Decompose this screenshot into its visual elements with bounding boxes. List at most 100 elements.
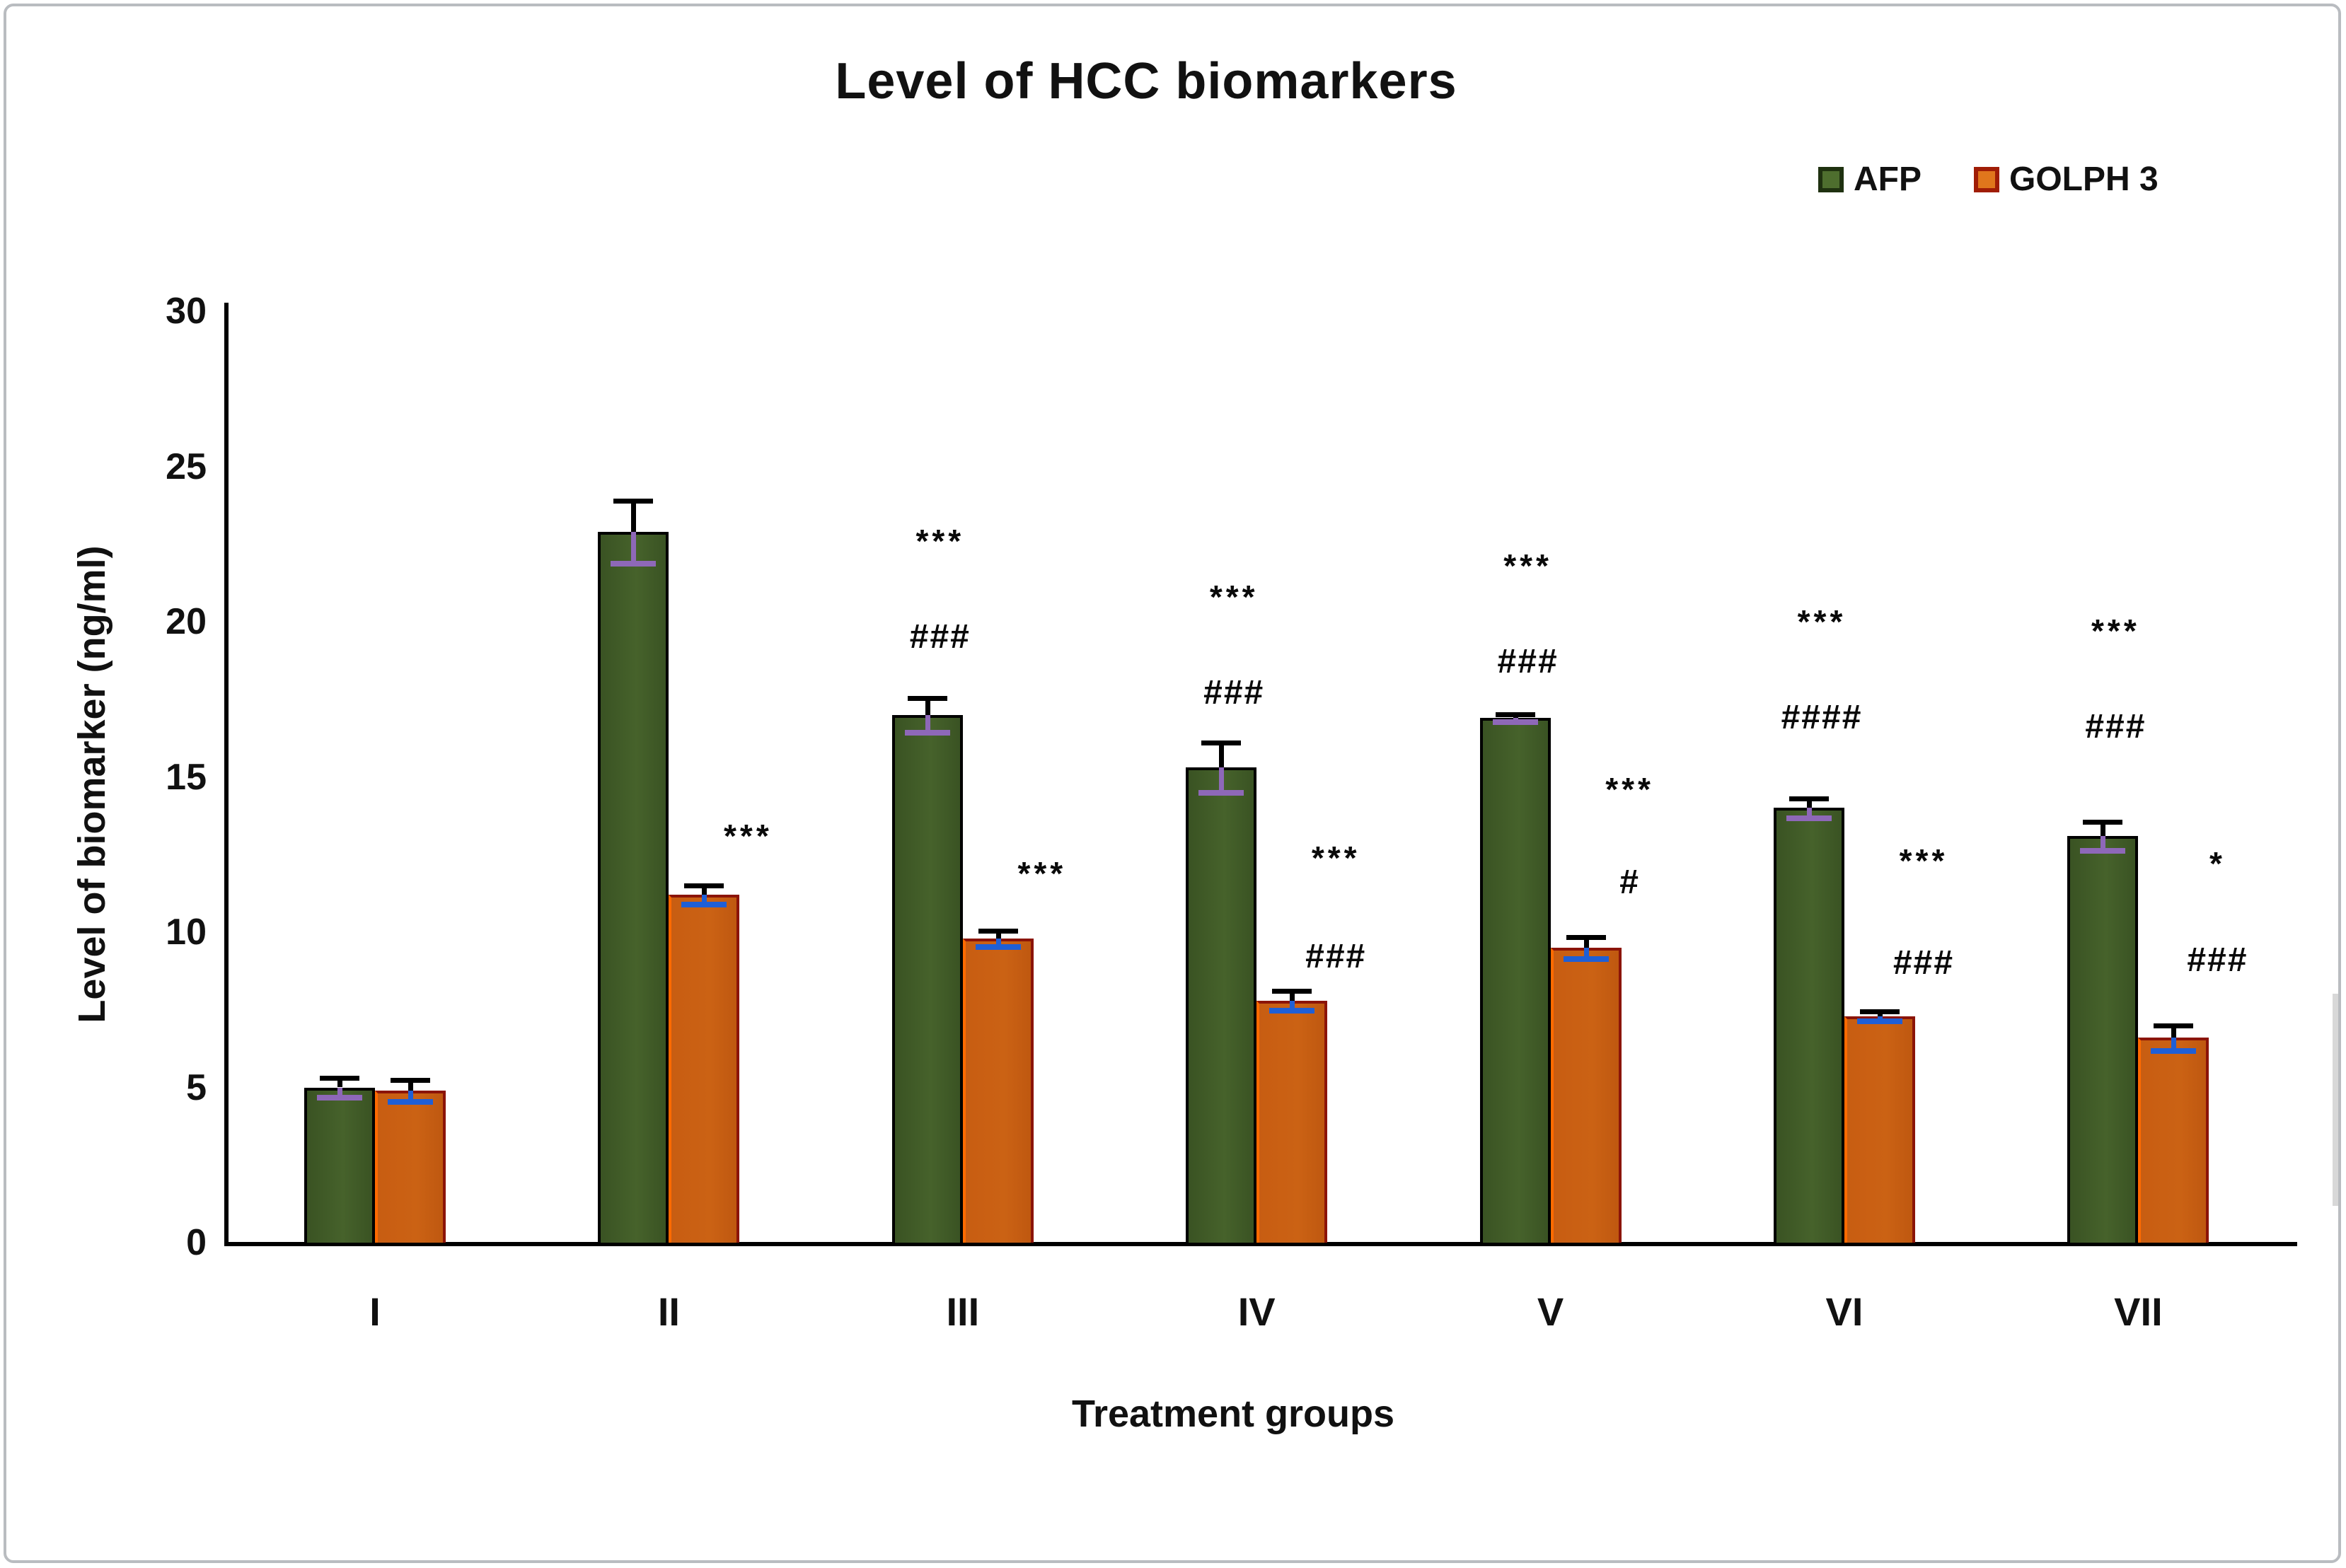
annotation-afp-V-stars: *** [1503,547,1552,584]
y-tick-label-15: 15 [166,756,207,798]
errorbar-line-lower-golph-I [408,1090,413,1102]
errorbar-cap-bottom-golph-I [388,1099,433,1105]
errorbar-line-lower-afp-VII [2101,835,2106,850]
x-axis-title: Treatment groups [1071,1393,1395,1435]
errorbar-line-upper-golph-III [995,930,1001,939]
errorbar-line-lower-golph-II [702,895,707,905]
annotation-golph-VII-hash: ### [2187,941,2248,979]
x-category-label-III: III [946,1289,980,1334]
annotation-golph-VI-hash: ### [1893,943,1955,982]
errorbar-line-lower-golph-VI [1878,1016,1883,1021]
bar-golph-VI [1844,1016,1915,1243]
annotation-golph-VI-stars: *** [1899,842,1948,880]
errorbar-line-upper-golph-VI [1878,1011,1883,1016]
bar-golph-I [375,1090,446,1243]
annotation-afp-IV-hash: ### [1203,673,1265,712]
x-category-label-II: II [657,1289,680,1334]
x-category-label-VII: VII [2114,1289,2163,1334]
annotation-golph-IV-stars: *** [1311,839,1360,876]
errorbar-cap-bottom-afp-I [317,1094,362,1100]
legend-label-golph3: GOLPH 3 [2009,161,2159,198]
errorbar-cap-bottom-afp-VI [1786,815,1832,821]
errorbar-line-upper-afp-VII [2101,822,2106,836]
errorbar-line-upper-afp-II [631,500,637,532]
errorbar-cap-bottom-afp-V [1492,719,1538,726]
bar-afp-VII [2067,835,2139,1243]
errorbar-cap-bottom-golph-VII [2151,1047,2197,1054]
y-axis-line [224,303,229,1246]
y-tick-label-20: 20 [166,601,207,642]
legend-item-afp: AFP [1818,160,1922,199]
annotation-afp-VII-stars: *** [2091,612,2140,650]
golph3-swatch-icon [1974,166,1999,192]
errorbar-cap-bottom-golph-VI [1857,1018,1902,1025]
y-tick-label-10: 10 [166,912,207,953]
errorbar-line-upper-afp-IV [1219,743,1225,768]
annotation-afp-III-stars: *** [915,522,965,559]
errorbar-line-upper-afp-V [1513,714,1518,719]
annotation-afp-IV-stars: *** [1209,578,1259,615]
legend-item-golph3: GOLPH 3 [1974,160,2159,199]
errorbar-line-lower-afp-II [631,531,637,563]
errorbar-line-lower-golph-VII [2171,1038,2177,1050]
bar-afp-IV [1186,767,1257,1243]
errorbar-line-lower-golph-V [1583,947,1589,959]
errorbar-line-upper-afp-I [337,1078,342,1088]
annotation-afp-III-hash: ### [909,617,971,656]
annotation-afp-VI-hash: #### [1781,699,1863,737]
afp-swatch-icon [1818,166,1844,192]
annotation-golph-V-hash: # [1619,863,1640,901]
x-category-label-I: I [369,1289,381,1334]
bar-afp-V [1479,718,1551,1243]
y-tick-label-0: 0 [186,1222,207,1263]
errorbar-line-upper-golph-V [1583,936,1589,948]
errorbar-line-upper-afp-VI [1807,798,1812,808]
x-category-label-V: V [1537,1289,1564,1334]
errorbar-cap-bottom-golph-IV [1269,1007,1315,1014]
errorbar-cap-bottom-afp-II [611,560,657,567]
errorbar-line-lower-afp-IV [1219,767,1225,793]
errorbar-line-lower-afp-III [925,714,930,732]
errorbar-line-upper-golph-II [702,885,707,895]
legend-label-afp: AFP [1854,161,1922,198]
bar-golph-II [669,895,740,1243]
bar-afp-II [598,531,669,1243]
errorbar-line-upper-golph-VII [2171,1025,2177,1038]
bar-golph-VII [2138,1038,2209,1243]
bar-afp-I [304,1087,375,1243]
annotation-golph-V-stars: *** [1605,771,1654,808]
annotation-golph-VII-stars: * [2209,845,2226,883]
bar-afp-III [891,714,963,1243]
x-category-label-VI: VI [1825,1289,1863,1334]
errorbar-cap-bottom-golph-III [975,943,1021,950]
errorbar-line-upper-golph-I [408,1079,413,1091]
bar-golph-V [1550,947,1622,1243]
errorbar-line-upper-afp-III [925,697,930,715]
x-axis-line [224,1242,2297,1246]
errorbar-cap-bottom-afp-VII [2080,847,2126,854]
right-edge-scrollbar [2333,994,2341,1206]
errorbar-cap-bottom-afp-IV [1198,790,1244,796]
annotation-golph-III-stars: *** [1017,854,1067,892]
bar-golph-IV [1256,1000,1328,1243]
errorbar-line-lower-golph-IV [1290,1000,1295,1010]
errorbar-cap-bottom-afp-III [904,729,950,736]
y-tick-label-30: 30 [166,291,207,332]
annotation-golph-II-stars: *** [724,817,773,854]
y-tick-label-5: 5 [186,1067,207,1108]
annotation-afp-V-hash: ### [1497,643,1559,681]
errorbar-cap-bottom-golph-II [681,902,727,908]
legend: AFP GOLPH 3 [1818,160,2159,199]
annotation-golph-IV-hash: ### [1305,938,1367,976]
errorbar-line-lower-afp-VI [1807,808,1812,818]
annotation-afp-VI-stars: *** [1797,603,1847,640]
errorbar-line-upper-golph-IV [1290,991,1295,1001]
y-tick-label-25: 25 [166,446,207,487]
bar-golph-III [962,938,1034,1243]
errorbar-line-lower-afp-I [337,1087,342,1097]
annotation-afp-VII-hash: ### [2085,708,2146,746]
x-category-label-IV: IV [1237,1289,1276,1334]
chart-title: Level of HCC biomarkers [835,53,1457,110]
errorbar-cap-bottom-golph-V [1563,956,1609,963]
bar-afp-VI [1774,808,1844,1243]
